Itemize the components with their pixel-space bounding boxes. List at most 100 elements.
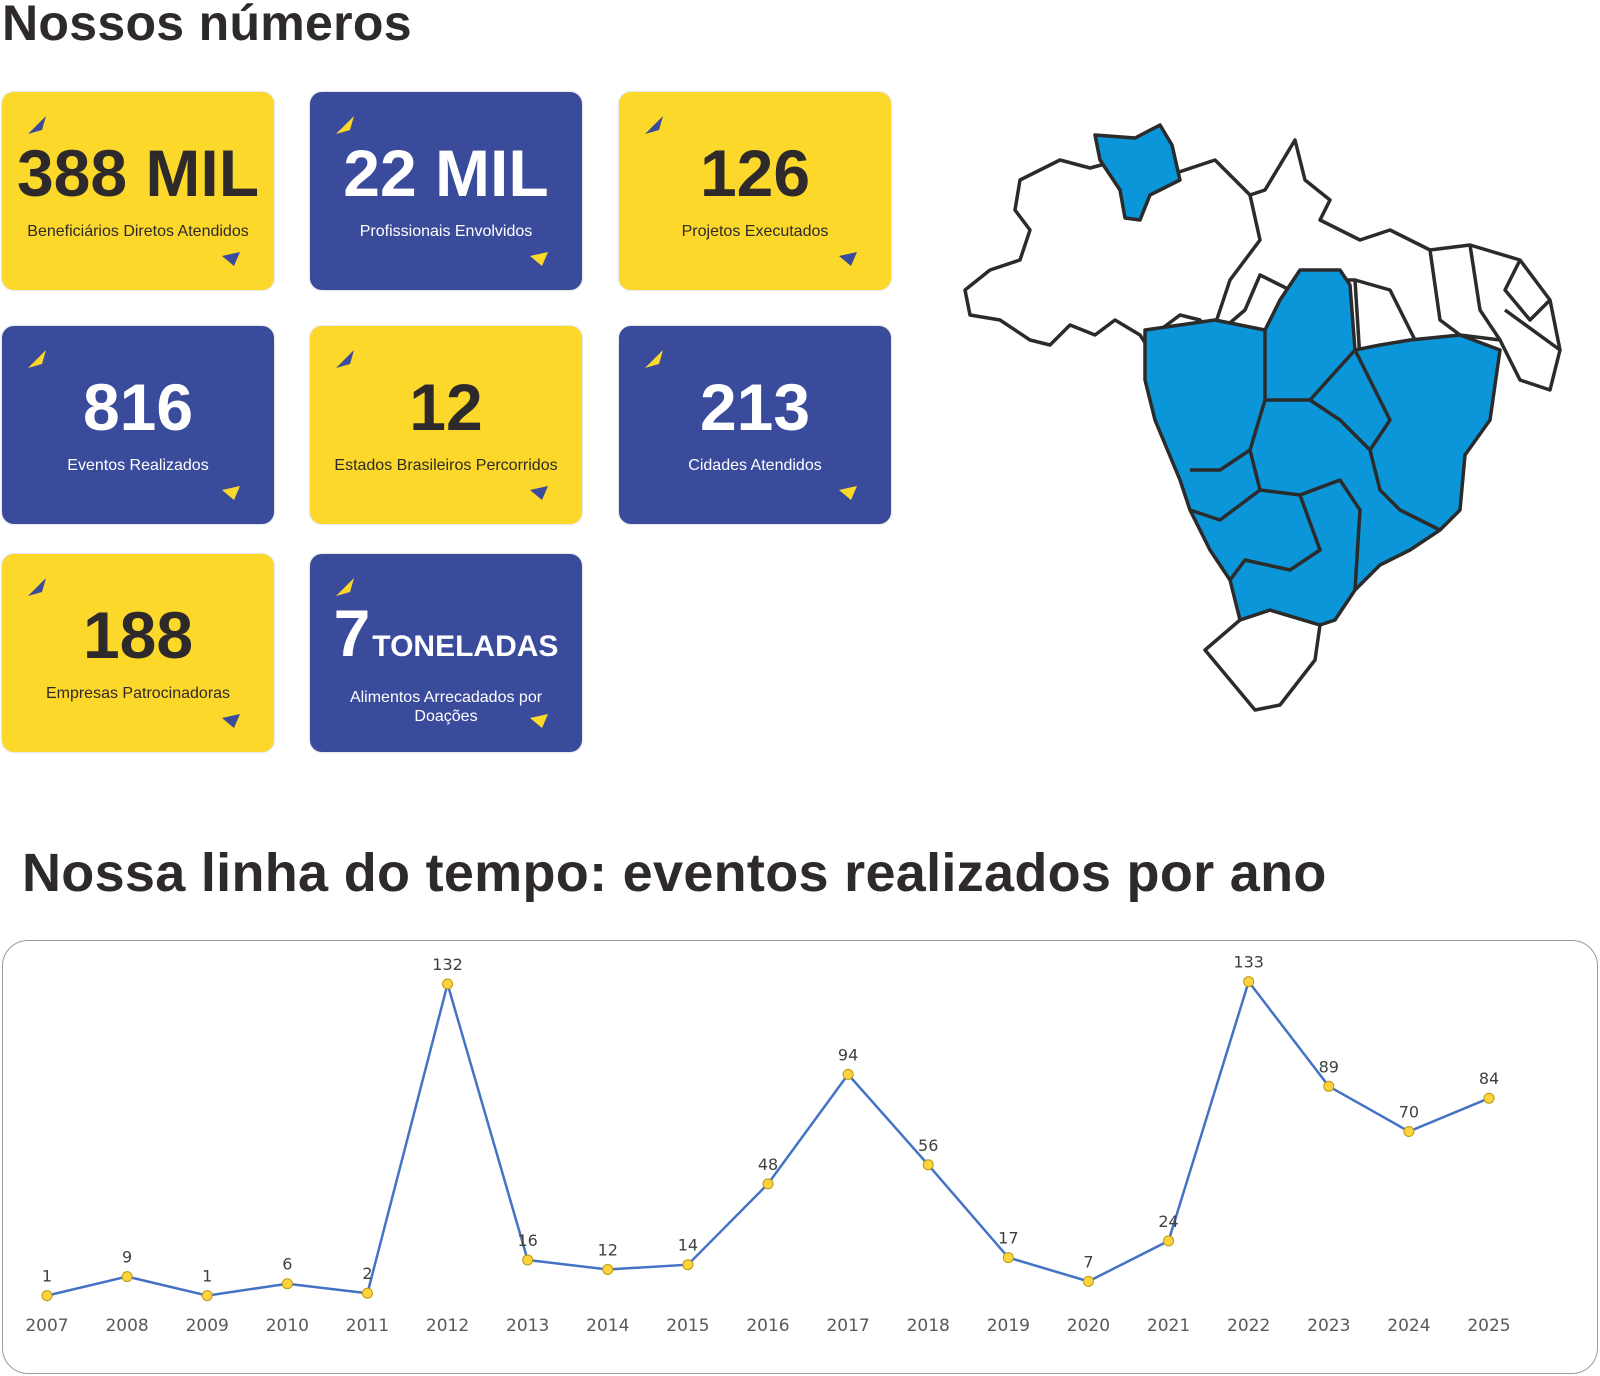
x-tick-label: 2025 <box>1467 1316 1510 1336</box>
stat-value: 816 <box>82 370 194 444</box>
stat-value: 188 <box>82 598 194 672</box>
data-point <box>922 1159 934 1171</box>
timeline-chart: 1 9 1 6 2 132 16 12 14 48 94 56 17 7 24 133 89 70 84 2007 2… <box>2 940 1598 1374</box>
triangle-accent-icon <box>530 714 548 728</box>
x-tick-label: 2009 <box>186 1316 229 1336</box>
data-point <box>121 1271 133 1283</box>
data-label: 94 <box>838 1045 858 1064</box>
x-tick-label: 2016 <box>746 1316 789 1336</box>
stat-label: Eventos Realizados <box>67 457 209 474</box>
data-label: 2 <box>362 1264 372 1283</box>
data-label: 7 <box>1083 1252 1093 1271</box>
data-label: 89 <box>1319 1057 1339 1076</box>
stat-label: Projetos Executados <box>681 223 829 240</box>
data-point <box>281 1278 293 1290</box>
timeline-title: Nossa linha do tempo: eventos realizados… <box>22 843 1327 903</box>
data-label: 84 <box>1479 1069 1499 1088</box>
x-tick-label: 2007 <box>25 1316 68 1336</box>
data-label: 12 <box>598 1240 618 1259</box>
data-label: 14 <box>678 1236 698 1255</box>
stat-value: 12 <box>409 370 483 444</box>
x-tick-label: 2015 <box>666 1316 709 1336</box>
stat-card-profissionais: 22 MIL Profissionais Envolvidos <box>310 92 582 290</box>
brazil-map-icon <box>963 123 1562 712</box>
data-point <box>41 1290 53 1302</box>
data-label: 1 <box>202 1267 212 1286</box>
stat-label: Alimentos Arrecadados por Doações <box>349 689 543 725</box>
triangle-accent-icon <box>530 252 548 266</box>
stat-card-estados: 12 Estados Brasileiros Percorridos <box>310 326 582 524</box>
stat-unit: TONELADAS <box>372 630 559 663</box>
triangle-accent-icon <box>336 350 354 368</box>
page-title: Nossos números <box>2 0 412 51</box>
stat-value: 22 MIL <box>343 136 549 210</box>
data-label: 133 <box>1233 953 1264 972</box>
triangle-accent-icon <box>839 252 857 266</box>
x-tick-label: 2024 <box>1387 1316 1430 1336</box>
data-point <box>762 1178 774 1190</box>
stat-value: 388 MIL <box>16 136 260 210</box>
data-point <box>361 1287 373 1299</box>
data-label: 9 <box>122 1248 132 1267</box>
stat-card-cidades: 213 Cidades Atendidos <box>619 326 891 524</box>
data-point <box>1323 1080 1335 1092</box>
triangle-accent-icon <box>645 116 663 134</box>
stat-value: 7 <box>333 596 371 670</box>
triangle-accent-icon <box>28 116 46 134</box>
data-point <box>1002 1252 1014 1264</box>
triangle-accent-icon <box>645 350 663 368</box>
x-tick-label: 2022 <box>1227 1316 1270 1336</box>
stat-label: Cidades Atendidos <box>688 457 822 474</box>
stat-value: 213 <box>699 370 811 444</box>
triangle-accent-icon <box>530 486 548 500</box>
data-point <box>1082 1275 1094 1287</box>
triangle-accent-icon <box>222 714 240 728</box>
stat-card-eventos: 816 Eventos Realizados <box>2 326 274 524</box>
data-point <box>1403 1126 1415 1137</box>
x-tick-label: 2018 <box>907 1316 950 1336</box>
data-label: 6 <box>282 1255 292 1274</box>
stat-card-beneficiarios: 388 MIL Beneficiários Diretos Atendidos <box>2 92 274 290</box>
map-state-highlight <box>1093 123 1182 222</box>
triangle-accent-icon <box>336 116 354 134</box>
x-tick-label: 2023 <box>1307 1316 1350 1336</box>
stat-label: Estados Brasileiros Percorridos <box>334 457 558 474</box>
stat-label: Empresas Patrocinadoras <box>45 685 231 702</box>
data-label: 56 <box>918 1136 938 1155</box>
stat-label: Beneficiários Diretos Atendidos <box>27 223 249 240</box>
data-label: 24 <box>1158 1212 1178 1231</box>
x-tick-label: 2011 <box>346 1316 389 1336</box>
data-point <box>682 1259 694 1271</box>
triangle-accent-icon <box>28 578 46 596</box>
data-point <box>1163 1235 1175 1247</box>
data-point <box>1483 1092 1495 1104</box>
triangle-accent-icon <box>839 486 857 500</box>
x-tick-label: 2012 <box>426 1316 469 1336</box>
stat-card-projetos: 126 Projetos Executados <box>619 92 891 290</box>
data-label: 48 <box>758 1155 778 1174</box>
series-line <box>46 978 1490 1297</box>
triangle-accent-icon <box>336 578 354 596</box>
data-point <box>522 1254 534 1266</box>
data-label: 16 <box>517 1231 537 1250</box>
x-tick-label: 2008 <box>105 1316 148 1336</box>
data-point <box>842 1068 854 1080</box>
data-label: 70 <box>1399 1103 1419 1122</box>
stat-value-row: 7TONELADAS <box>310 600 582 666</box>
data-label: 132 <box>432 955 463 974</box>
data-point <box>442 978 454 990</box>
data-label: 17 <box>998 1229 1018 1248</box>
x-tick-label: 2020 <box>1067 1316 1110 1336</box>
stat-label: Profissionais Envolvidos <box>359 223 533 240</box>
x-tick-label: 2019 <box>987 1316 1030 1336</box>
data-point <box>602 1263 614 1275</box>
stat-value: 126 <box>699 136 811 210</box>
map-state-highlight <box>1143 268 1502 627</box>
data-label: 1 <box>42 1267 52 1286</box>
x-tick-label: 2013 <box>506 1316 549 1336</box>
x-tick-label: 2014 <box>586 1316 629 1336</box>
x-tick-label: 2021 <box>1147 1316 1190 1336</box>
data-point <box>201 1290 213 1302</box>
stat-card-alimentos: 7TONELADAS Alimentos Arrecadados por Doa… <box>310 554 582 752</box>
